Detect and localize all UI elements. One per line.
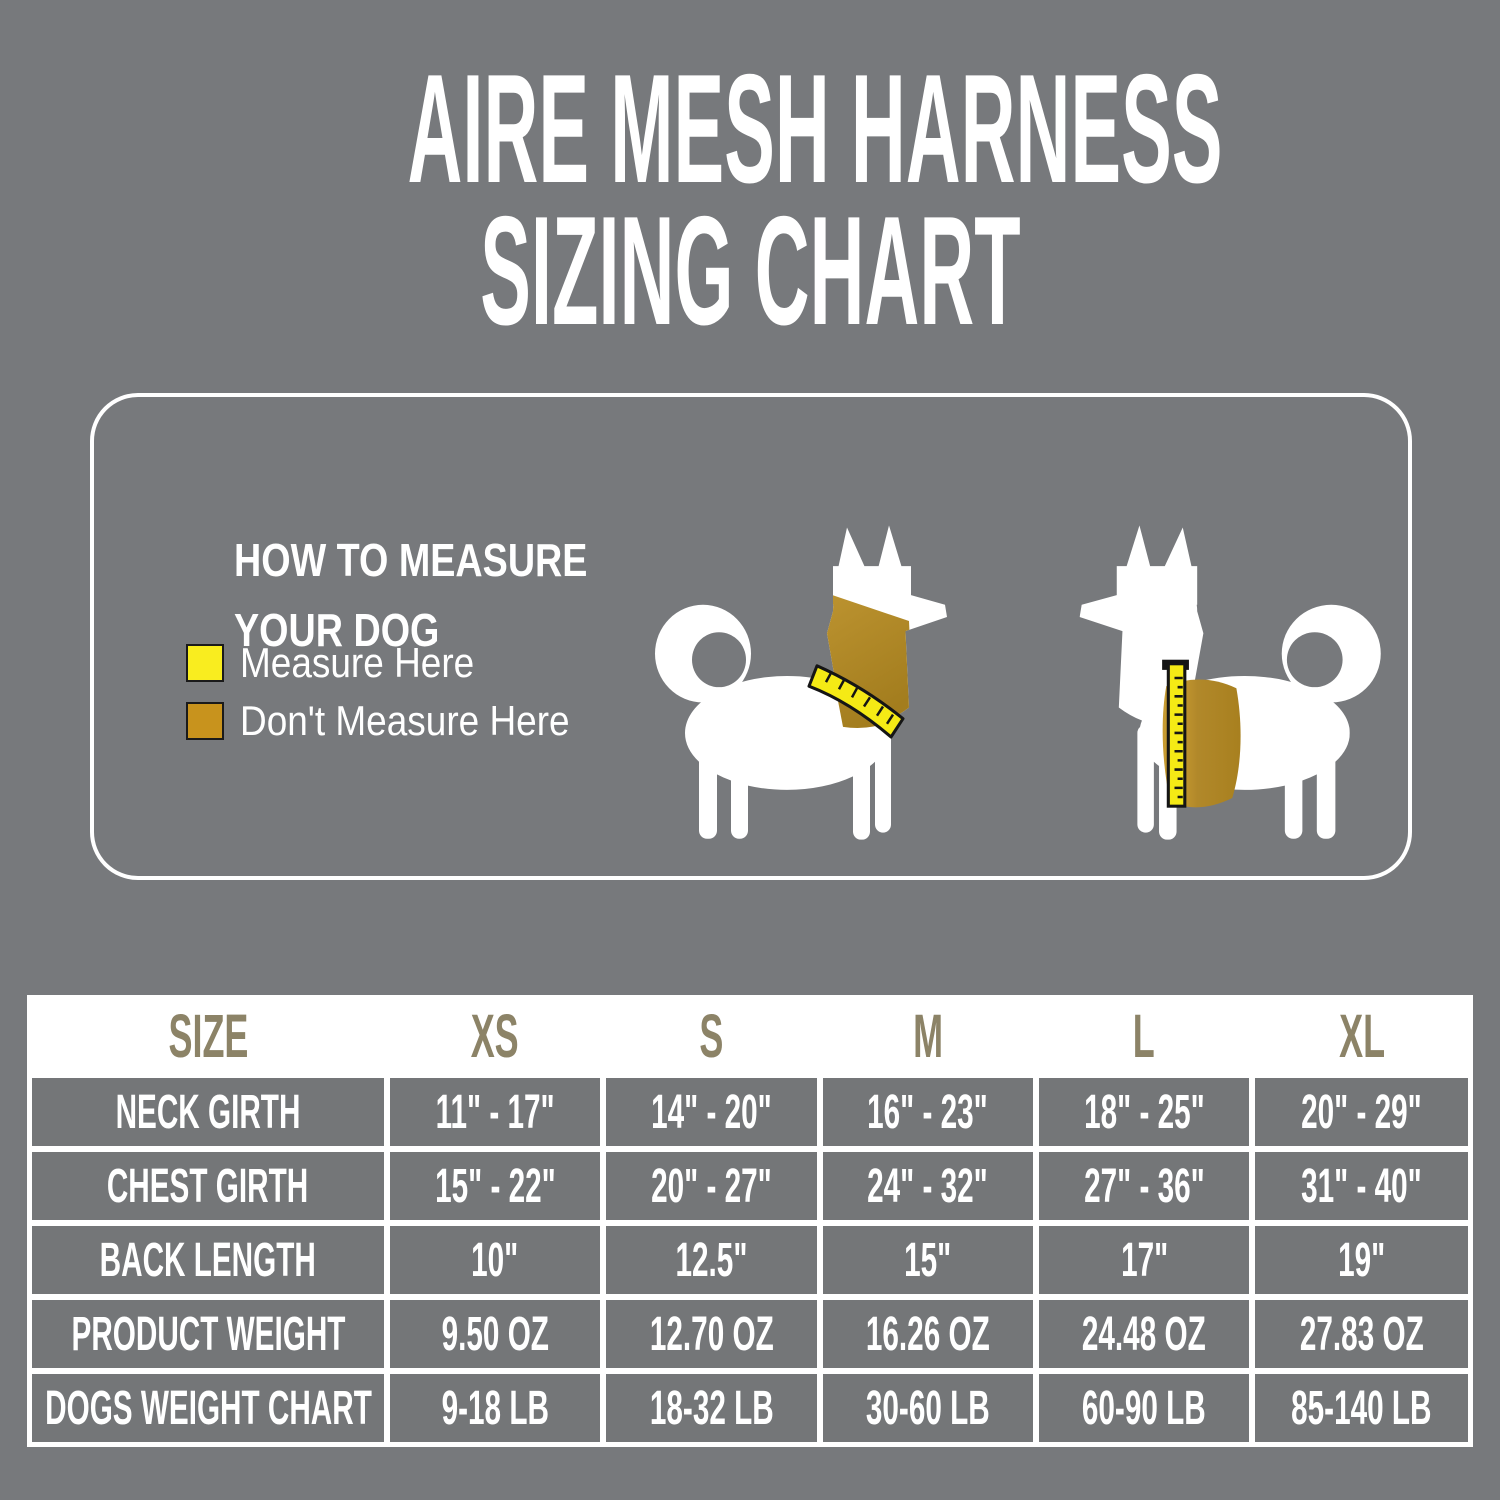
table-cell: 24" - 32" (822, 1152, 1034, 1220)
how-to-measure-panel: HOW TO MEASURE YOUR DOG Measure Here Don… (90, 393, 1412, 880)
col-header-size: SIZE (32, 1000, 384, 1072)
table-cell: 18" - 25" (1039, 1078, 1250, 1146)
how-to-measure-heading: HOW TO MEASURE YOUR DOG (234, 534, 588, 656)
row-label-neck-girth: NECK GIRTH (32, 1078, 384, 1146)
table-cell: 16.26 OZ (822, 1300, 1034, 1368)
table-cell: 27" - 36" (1039, 1152, 1250, 1220)
table-cell: 10" (390, 1226, 601, 1294)
table-cell: 85-140 LB (1255, 1374, 1468, 1442)
page-title-line1: AIRE MESH HARNESS (407, 42, 1223, 216)
dont-measure-here-swatch-icon (186, 702, 224, 740)
row-label-dogs-weight-chart: DOGS WEIGHT CHART (32, 1374, 384, 1442)
table-cell: 18-32 LB (606, 1374, 817, 1442)
dog-neck-measure-illustration (655, 525, 947, 840)
page-title: AIRE MESH HARNESS SIZING CHART (0, 42, 1500, 358)
col-header-xl: XL (1255, 1000, 1468, 1072)
col-header-xs: XS (390, 1000, 601, 1072)
table-cell: 31" - 40" (1255, 1152, 1468, 1220)
measure-here-swatch-icon (186, 644, 224, 682)
legend-label: Don't Measure Here (240, 697, 570, 744)
col-header-l: L (1039, 1000, 1250, 1072)
table-cell: 27.83 OZ (1255, 1300, 1468, 1368)
legend-item-measure-here: Measure Here (186, 639, 506, 686)
table-cell: 15" (822, 1226, 1034, 1294)
row-label-product-weight: PRODUCT WEIGHT (32, 1300, 384, 1368)
table-cell: 9.50 OZ (390, 1300, 601, 1368)
col-header-s: S (606, 1000, 817, 1072)
table-cell: 14" - 20" (606, 1078, 817, 1146)
row-label-chest-girth: CHEST GIRTH (32, 1152, 384, 1220)
legend-label: Measure Here (240, 639, 475, 686)
dog-chest-measure-illustration (1079, 525, 1381, 840)
col-header-m: M (822, 1000, 1034, 1072)
table-cell: 12.70 OZ (606, 1300, 817, 1368)
table-cell: 24.48 OZ (1039, 1300, 1250, 1368)
legend-item-dont-measure-here: Don't Measure Here (186, 697, 615, 744)
row-label-back-length: BACK LENGTH (32, 1226, 384, 1294)
table-cell: 11" - 17" (390, 1078, 601, 1146)
table-cell: 12.5" (606, 1226, 817, 1294)
table-cell: 20" - 27" (606, 1152, 817, 1220)
table-cell: 9-18 LB (390, 1374, 601, 1442)
sizing-table: SIZE XS S M L XL NECK GIRTH 11" - 17" 14… (27, 995, 1473, 1447)
table-cell: 16" - 23" (822, 1078, 1034, 1146)
table-cell: 15" - 22" (390, 1152, 601, 1220)
table-cell: 17" (1039, 1226, 1250, 1294)
table-cell: 60-90 LB (1039, 1374, 1250, 1442)
table-cell: 20" - 29" (1255, 1078, 1468, 1146)
page-title-line2: SIZING CHART (479, 184, 1021, 358)
table-cell: 19" (1255, 1226, 1468, 1294)
table-cell: 30-60 LB (822, 1374, 1034, 1442)
